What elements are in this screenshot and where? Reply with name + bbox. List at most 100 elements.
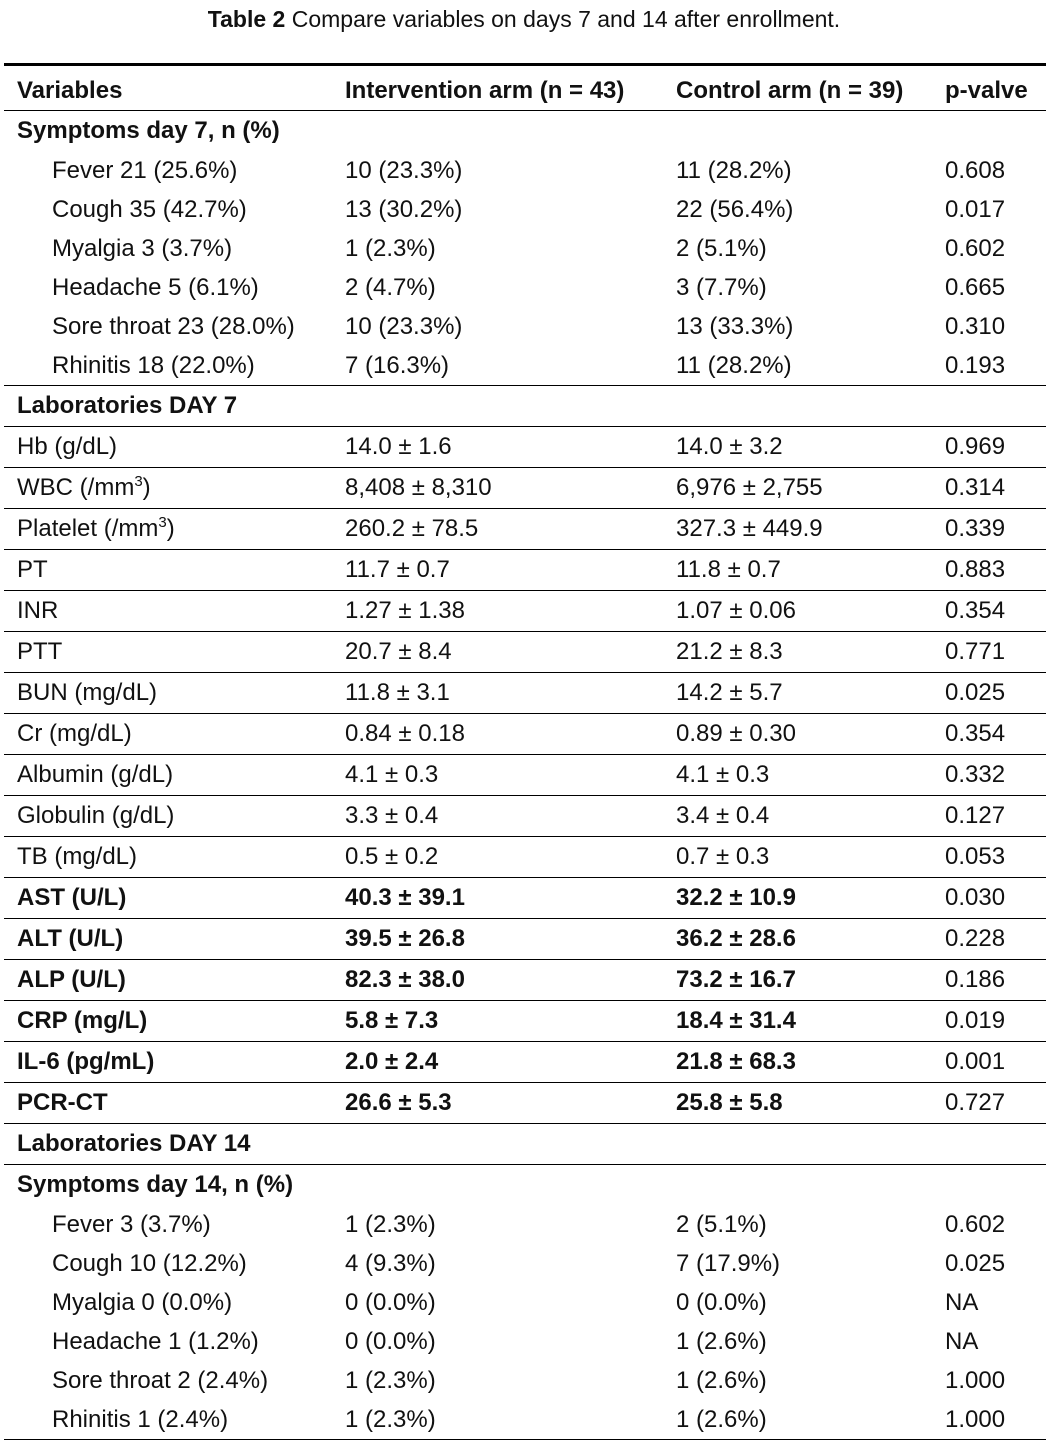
- header-variables: Variables: [17, 77, 123, 104]
- p-value-cell: 0.727: [945, 1089, 1006, 1116]
- control-cell: 11 (28.2%): [676, 157, 792, 184]
- header-p-value: p-valve: [945, 77, 1028, 104]
- p-value-cell: 0.883: [945, 556, 1006, 583]
- intervention-cell: 0 (0.0%): [345, 1328, 436, 1355]
- control-cell: 2 (5.1%): [676, 1211, 767, 1238]
- intervention-cell: 20.7 ± 8.4: [345, 638, 452, 665]
- control-cell: 36.2 ± 28.6: [676, 925, 796, 952]
- table-row: Cough 10 (12.2%) 4 (9.3%) 7 (17.9%) 0.025: [4, 1244, 1046, 1283]
- control-cell: 1.07 ± 0.06: [676, 597, 796, 624]
- variable-cell: PCR-CT: [17, 1089, 108, 1116]
- control-cell: 18.4 ± 31.4: [676, 1007, 796, 1034]
- intervention-cell: 4 (9.3%): [345, 1250, 436, 1277]
- p-value-cell: 0.017: [945, 196, 1006, 223]
- intervention-cell: 1.27 ± 1.38: [345, 597, 465, 624]
- p-value-cell: 0.354: [945, 720, 1006, 747]
- table-row: AST (U/L) 40.3 ± 39.1 32.2 ± 10.9 0.030: [4, 878, 1046, 919]
- header-control: Control arm (n = 39): [676, 77, 904, 104]
- p-value-cell: 1.000: [945, 1367, 1006, 1394]
- control-cell: 21.8 ± 68.3: [676, 1048, 796, 1075]
- intervention-cell: 0.5 ± 0.2: [345, 843, 439, 870]
- intervention-cell: 13 (30.2%): [345, 196, 463, 223]
- table-row: INR 1.27 ± 1.38 1.07 ± 0.06 0.354: [4, 591, 1046, 632]
- intervention-cell: 0.84 ± 0.18: [345, 720, 465, 747]
- caption-text: Compare variables on days 7 and 14 after…: [285, 6, 841, 32]
- variable-cell: TB (mg/dL): [17, 843, 138, 870]
- table-row: Sore throat 23 (28.0%) 10 (23.3%) 13 (33.3…: [4, 307, 1046, 346]
- intervention-cell: 3.3 ± 0.4: [345, 802, 439, 829]
- table-row: Albumin (g/dL) 4.1 ± 0.3 4.1 ± 0.3 0.332: [4, 755, 1046, 796]
- control-cell: 2 (5.1%): [676, 235, 767, 262]
- p-value-cell: 0.053: [945, 843, 1006, 870]
- p-value-cell: 0.127: [945, 802, 1006, 829]
- variable-text: Platelet (/mm: [17, 515, 159, 542]
- table-row: Myalgia 0 (0.0%) 0 (0.0%) 0 (0.0%) NA: [4, 1283, 1046, 1322]
- intervention-cell: 2.0 ± 2.4: [345, 1048, 439, 1075]
- intervention-cell: 0 (0.0%): [345, 1289, 436, 1316]
- control-cell: 7 (17.9%): [676, 1250, 781, 1277]
- section-title: Symptoms day 7, n (%): [17, 117, 280, 144]
- control-cell: 3 (7.7%): [676, 274, 767, 301]
- section-symptoms-day14: Symptoms day 14, n (%): [4, 1165, 1046, 1205]
- control-cell: 327.3 ± 449.9: [676, 515, 823, 542]
- control-cell: 73.2 ± 16.7: [676, 966, 796, 993]
- intervention-cell: 40.3 ± 39.1: [345, 884, 465, 911]
- section-title: Laboratories DAY 14: [17, 1130, 251, 1157]
- control-cell: 0.89 ± 0.30: [676, 720, 796, 747]
- table-row: Headache 5 (6.1%) 2 (4.7%) 3 (7.7%) 0.665: [4, 268, 1046, 307]
- table-row: TB (mg/dL) 0.5 ± 0.2 0.7 ± 0.3 0.053: [4, 837, 1046, 878]
- variable-suffix: ): [166, 515, 175, 542]
- variable-cell: BUN (mg/dL): [17, 679, 158, 706]
- intervention-cell: 8,408 ± 8,310: [345, 474, 492, 501]
- section-title: Symptoms day 14, n (%): [17, 1171, 294, 1198]
- p-value-cell: 0.186: [945, 966, 1006, 993]
- table-row: Fever 21 (25.6%) 10 (23.3%) 11 (28.2%) 0.60…: [4, 151, 1046, 190]
- variable-cell: Globulin (g/dL): [17, 802, 175, 829]
- p-value-cell: 0.602: [945, 1211, 1006, 1238]
- intervention-cell: 7 (16.3%): [345, 352, 450, 379]
- p-value-cell: 1.000: [945, 1406, 1006, 1433]
- table-row: Cr (mg/dL) 0.84 ± 0.18 0.89 ± 0.30 0.354: [4, 714, 1046, 755]
- table-row: Rhinitis 18 (22.0%) 7 (16.3%) 11 (28.2%) 0.…: [4, 346, 1046, 386]
- section-symptoms-day7: Symptoms day 7, n (%): [4, 111, 1046, 151]
- p-value-cell: 0.969: [945, 433, 1006, 460]
- variable-cell: PT: [17, 556, 48, 583]
- intervention-cell: 82.3 ± 38.0: [345, 966, 465, 993]
- superscript: 3: [158, 514, 167, 531]
- variable-cell: Rhinitis 1 (2.4%): [52, 1406, 229, 1433]
- variable-cell: Myalgia 0 (0.0%): [52, 1289, 233, 1316]
- section-title: Laboratories DAY 7: [17, 392, 238, 419]
- p-value-cell: 0.310: [945, 313, 1006, 340]
- variable-cell: Cough 35 (42.7%): [52, 196, 247, 223]
- variable-cell: Fever 3 (3.7%): [52, 1211, 211, 1238]
- p-value-cell: 0.665: [945, 274, 1006, 301]
- p-value-cell: 0.332: [945, 761, 1006, 788]
- section-labs-day14: Laboratories DAY 14: [4, 1124, 1046, 1165]
- table-row: BUN (mg/dL) 11.8 ± 3.1 14.2 ± 5.7 0.025: [4, 673, 1046, 714]
- variable-cell: Sore throat 2 (2.4%): [52, 1367, 269, 1394]
- control-cell: 1 (2.6%): [676, 1406, 767, 1433]
- control-cell: 25.8 ± 5.8: [676, 1089, 783, 1116]
- p-value-cell: 0.001: [945, 1048, 1006, 1075]
- p-value-cell: 0.314: [945, 474, 1006, 501]
- intervention-cell: 4.1 ± 0.3: [345, 761, 439, 788]
- intervention-cell: 14.0 ± 1.6: [345, 433, 452, 460]
- variable-cell: IL-6 (pg/mL): [17, 1048, 155, 1075]
- intervention-cell: 10 (23.3%): [345, 313, 463, 340]
- variable-cell: Hb (g/dL): [17, 433, 118, 460]
- table-row: IL-6 (pg/mL) 2.0 ± 2.4 21.8 ± 68.3 0.001: [4, 1042, 1046, 1083]
- p-value-cell: 0.602: [945, 235, 1006, 262]
- control-cell: 1 (2.6%): [676, 1367, 767, 1394]
- table-row: CRP (mg/L) 5.8 ± 7.3 18.4 ± 31.4 0.019: [4, 1001, 1046, 1042]
- variable-cell: Albumin (g/dL): [17, 761, 174, 788]
- p-value-cell: NA: [945, 1328, 979, 1355]
- p-value-cell: 0.025: [945, 679, 1006, 706]
- table-row: Myalgia 3 (3.7%) 1 (2.3%) 2 (5.1%) 0.602: [4, 229, 1046, 268]
- control-cell: 14.0 ± 3.2: [676, 433, 783, 460]
- p-value-cell: 0.030: [945, 884, 1006, 911]
- p-value-cell: 0.228: [945, 925, 1006, 952]
- intervention-cell: 260.2 ± 78.5: [345, 515, 479, 542]
- table-row: PCR-CT 26.6 ± 5.3 25.8 ± 5.8 0.727: [4, 1083, 1046, 1124]
- intervention-cell: 11.8 ± 3.1: [345, 679, 450, 706]
